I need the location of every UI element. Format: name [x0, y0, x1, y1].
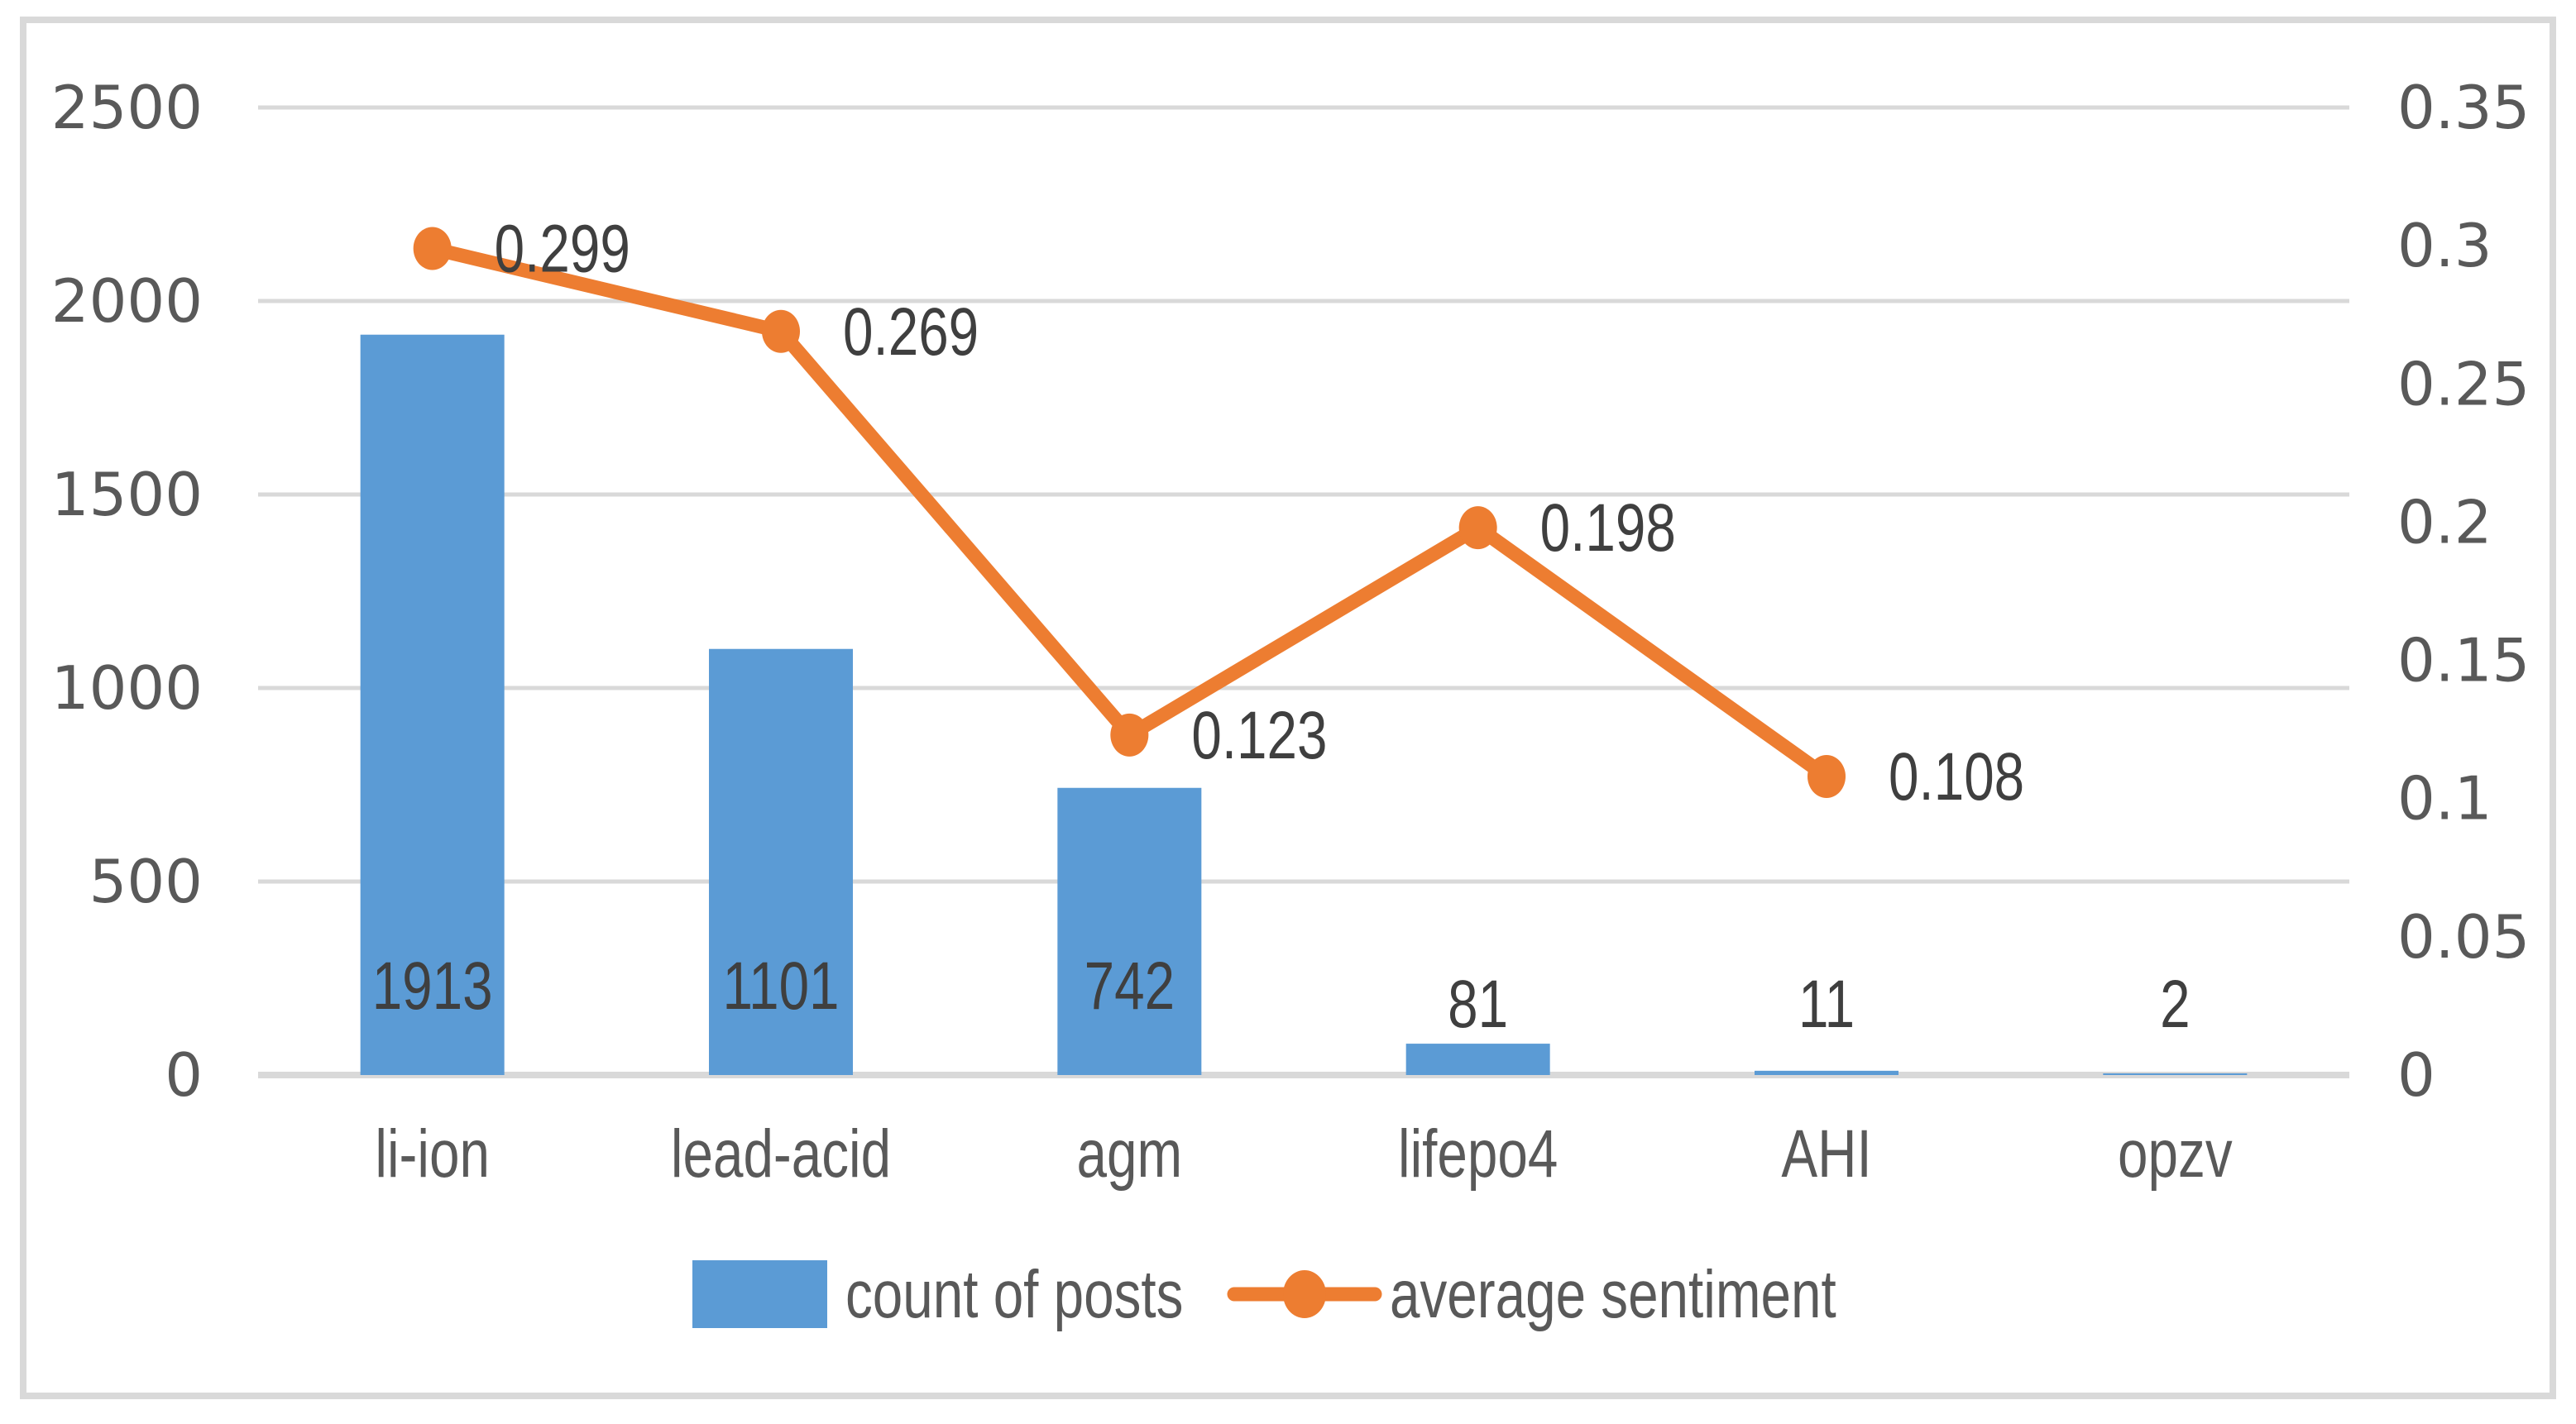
left-axis-tick: 500: [89, 847, 203, 916]
bar-li-ion: [360, 334, 505, 1075]
sentiment-point-agm: [1110, 713, 1149, 757]
category-label-lifepo4: lifepo4: [1398, 1116, 1558, 1192]
right-axis-tick: 0: [2397, 1040, 2435, 1110]
bar-opzv: [2103, 1073, 2248, 1075]
bar-agm: [1057, 787, 1202, 1075]
right-axis-tick: 0.25: [2397, 349, 2530, 418]
bar-label-li-ion: 1913: [372, 948, 493, 1024]
right-axis-tick: 0.05: [2397, 902, 2530, 972]
category-label-lead-acid: lead-acid: [671, 1116, 891, 1192]
right-axis-tick: 0.35: [2397, 73, 2530, 142]
left-axis-tick: 2500: [51, 73, 203, 142]
right-axis-tick: 0.1: [2397, 764, 2492, 834]
left-axis-tick: 0: [165, 1040, 203, 1110]
right-axis-tick: 0.15: [2397, 626, 2530, 695]
left-axis-tick: 2000: [51, 266, 203, 336]
bar-AHI: [1755, 1070, 1898, 1075]
bar-label-agm: 742: [1085, 948, 1175, 1024]
sentiment-point-AHI: [1808, 754, 1846, 798]
bar-lead-acid: [709, 648, 853, 1075]
right-axis-tick: 0.3: [2397, 211, 2492, 280]
sentiment-point-lifepo4: [1458, 506, 1497, 550]
legend-label-average-sentiment: average sentiment: [1390, 1256, 1836, 1332]
bar-label-lifepo4: 81: [1448, 966, 1508, 1042]
legend-label-count-of-posts: count of posts: [845, 1256, 1183, 1332]
sentiment-point-li-ion: [413, 227, 452, 270]
category-label-opzv: opzv: [2118, 1116, 2233, 1192]
category-label-li-ion: li-ion: [375, 1116, 490, 1192]
bar-lifepo4: [1405, 1044, 1550, 1075]
sentiment-point-lead-acid: [762, 309, 800, 353]
left-axis-tick: 1000: [51, 653, 203, 723]
left-axis-tick: 1500: [51, 460, 203, 529]
right-axis-tick: 0.2: [2397, 487, 2492, 557]
sentiment-label-AHI: 0.108: [1889, 738, 2024, 815]
category-label-agm: agm: [1077, 1116, 1183, 1192]
sentiment-label-li-ion: 0.299: [495, 210, 630, 286]
legend-marker-average-sentiment: [1283, 1270, 1326, 1318]
bar-label-lead-acid: 1101: [722, 948, 839, 1024]
sentiment-label-agm: 0.123: [1191, 697, 1327, 773]
bar-label-AHI: 11: [1798, 966, 1855, 1042]
bar-label-opzv: 2: [2160, 966, 2190, 1042]
sentiment-label-lifepo4: 0.198: [1540, 490, 1676, 566]
sentiment-label-lead-acid: 0.269: [843, 294, 979, 370]
legend-swatch-count-of-posts: [692, 1260, 827, 1328]
category-label-AHI: AHI: [1781, 1116, 1871, 1192]
